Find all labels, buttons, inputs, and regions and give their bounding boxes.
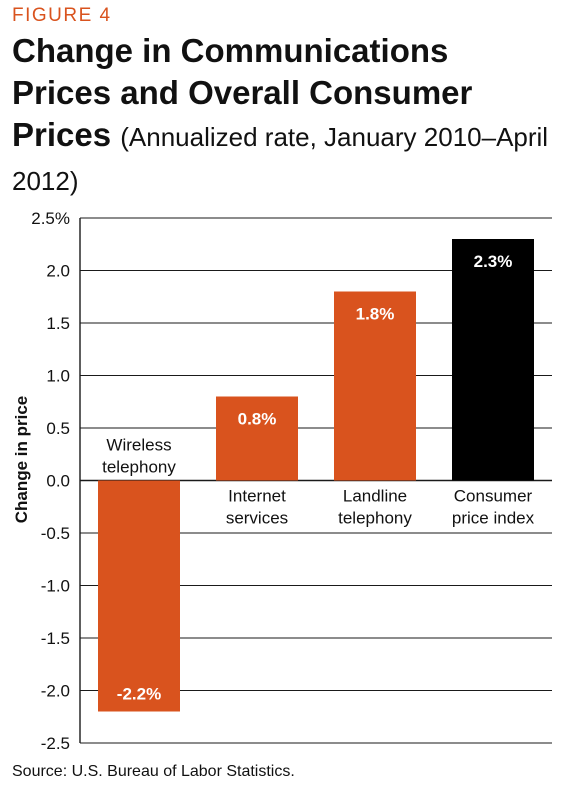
y-tick-label: -2.5 <box>41 734 70 753</box>
bars <box>98 239 534 712</box>
category-label: Internet <box>228 487 286 506</box>
bar <box>98 480 180 712</box>
chart-subtitle: (Annualized rate, January 2010–April 201… <box>12 122 549 196</box>
category-label: price index <box>452 509 535 528</box>
y-tick-label: 2.5% <box>31 209 70 228</box>
y-tick-label: -1.0 <box>41 577 70 596</box>
data-label: 2.3% <box>474 252 513 271</box>
category-label: Landline <box>343 487 407 506</box>
y-tick-label: 2.0 <box>46 262 70 281</box>
category-label: Consumer <box>454 487 533 506</box>
bar <box>334 291 416 481</box>
category-label: telephony <box>338 509 412 528</box>
category-label: Wireless <box>106 436 171 455</box>
bar-chart: 2.5% 2.0 1.5 1.0 0.5 0.0 -0.5 -1.0 -1.5 -2.0 -2.5 C… <box>12 209 552 753</box>
y-tick-label: -0.5 <box>41 524 70 543</box>
data-label: 1.8% <box>356 305 395 324</box>
y-tick-label: 1.5 <box>46 314 70 333</box>
source-note: Source: U.S. Bureau of Labor Statistics. <box>12 763 295 780</box>
chart-title-main: Change in Communications Prices and Over… <box>12 32 473 153</box>
y-axis-title: Change in price <box>12 396 31 524</box>
chart-title: Change in Communications Prices and Over… <box>12 30 552 202</box>
category-label: services <box>226 509 288 528</box>
bar <box>452 239 534 481</box>
y-tick-label: -2.0 <box>41 682 70 701</box>
y-axis: 2.5% 2.0 1.5 1.0 0.5 0.0 -0.5 -1.0 -1.5 -2.0 -2.5 C… <box>12 209 81 753</box>
y-tick-label: 0.0 <box>46 472 70 491</box>
data-label: 0.8% <box>238 410 277 429</box>
figure-label: FIGURE 4 <box>12 5 112 26</box>
y-tick-label: 0.5 <box>46 419 70 438</box>
data-label: -2.2% <box>117 685 161 704</box>
bar <box>216 396 298 481</box>
labels: -2.2% Wireless telephony 0.8% Internet servic… <box>102 252 534 704</box>
y-tick-label: 1.0 <box>46 367 70 386</box>
y-tick-label: -1.5 <box>41 629 70 648</box>
category-label: telephony <box>102 458 176 477</box>
